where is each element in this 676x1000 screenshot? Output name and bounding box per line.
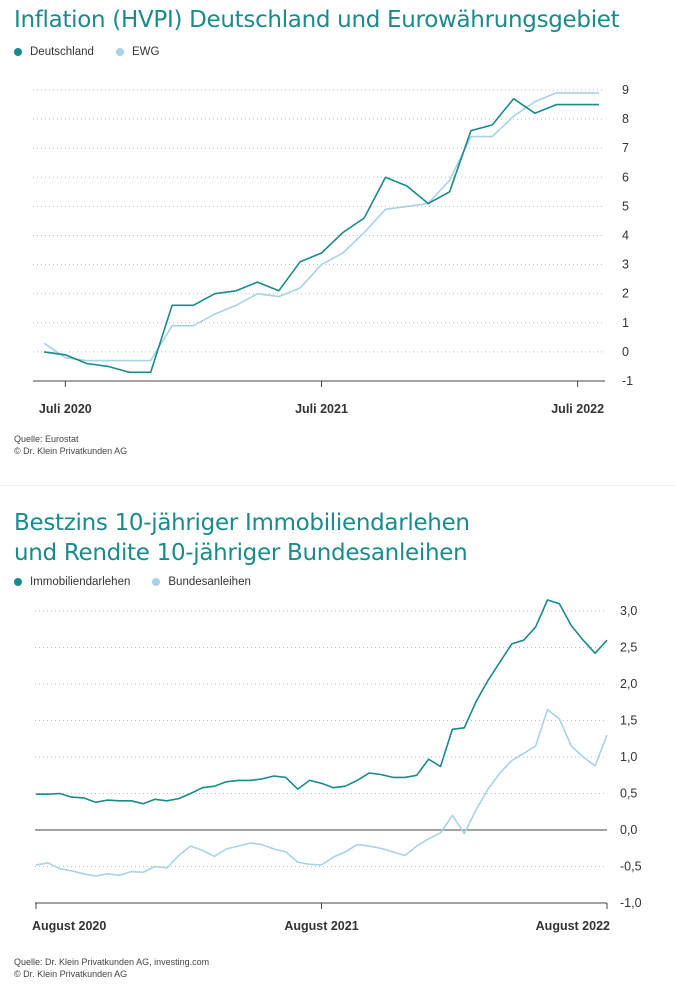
y-tick-label: -1: [622, 374, 633, 388]
chart2-title-line-1: Bestzins 10-jähriger Immobiliendarlehen: [14, 510, 470, 536]
y-tick-label: 1: [622, 316, 629, 330]
legend-label-ewg: EWG: [131, 46, 160, 58]
x-tick-label: August 2020: [32, 919, 106, 933]
y-tick-label: 9: [622, 83, 629, 97]
legend-marker-immobiliendarlehen: [14, 578, 22, 586]
y-tick-label: 2,5: [620, 641, 637, 655]
legend-item-immobiliendarlehen: Immobiliendarlehen: [14, 576, 130, 588]
legend-marker-bundesanleihen: [152, 578, 161, 586]
chart2-source: Quelle: Dr. Klein Privatkunden AG, inves…: [14, 956, 209, 980]
y-tick-label: 2,0: [620, 677, 637, 691]
y-tick-label: 3,0: [620, 604, 637, 618]
legend-label-bundesanleihen: Bundesanleihen: [168, 576, 251, 588]
y-tick-label: 2: [622, 287, 629, 301]
x-tick-label: August 2022: [536, 919, 610, 933]
legend-label-deutschland: Deutschland: [30, 46, 94, 58]
chart1-legend: Deutschland EWG: [14, 46, 159, 58]
interest-rate-chart: 3,0 2,5 2,0 1,5 1,0 0,5 0,0 -0,5 -1,0 August 2020…: [32, 599, 642, 933]
inflation-chart: 9 8 7 6 5 4 3 2 1 0 -1 Juli 2020 Juli 2021 Juli 2022: [33, 83, 633, 416]
y-tick-label: 7: [622, 141, 629, 155]
y-tick-label: 1,5: [620, 714, 637, 728]
legend-marker-ewg: [115, 48, 124, 56]
source-line: Quelle: Eurostat: [14, 434, 79, 444]
y-tick-label: 8: [622, 112, 629, 126]
legend-item-bundesanleihen: Bundesanleihen: [152, 576, 251, 588]
y-tick-label: 0,0: [620, 823, 637, 837]
legend-item-ewg: EWG: [115, 46, 160, 58]
y-tick-label: 5: [622, 199, 629, 213]
section-divider: [0, 485, 676, 486]
chart1-title: Inflation (HVPI) Deutschland und Eurowäh…: [14, 7, 620, 33]
x-tick-label: August 2021: [284, 919, 358, 933]
series-line-ewg: [43, 92, 599, 362]
chart2-title: Bestzins 10-jähriger Immobiliendarlehen …: [14, 508, 470, 568]
copyright-line: © Dr. Klein Privatkunden AG: [14, 969, 128, 979]
legend-item-deutschland: Deutschland: [14, 46, 94, 58]
y-tick-label: 4: [622, 229, 629, 243]
series-line-deutschland: [43, 97, 599, 374]
chart1-source: Quelle: Eurostat © Dr. Klein Privatkunde…: [14, 433, 127, 457]
x-tick-label: Juli 2021: [295, 402, 348, 416]
y-tick-label: 6: [622, 170, 629, 184]
legend-label-immobiliendarlehen: Immobiliendarlehen: [30, 576, 131, 588]
y-tick-label: 3: [622, 258, 629, 272]
chart2-legend: Immobiliendarlehen Bundesanleihen: [14, 576, 251, 588]
source-line: Quelle: Dr. Klein Privatkunden AG, inves…: [14, 957, 210, 967]
y-tick-label: -0,5: [620, 860, 642, 874]
y-tick-label: 1,0: [620, 750, 637, 764]
chart2-title-line-2: und Rendite 10-jähriger Bundesanleihen: [14, 540, 468, 566]
series-line-bundesanleihen: [35, 708, 608, 877]
series-line-immobiliendarlehen: [36, 599, 608, 805]
x-tick-label: Juli 2020: [39, 402, 92, 416]
y-tick-label: 0: [622, 345, 629, 359]
copyright-line: © Dr. Klein Privatkunden AG: [14, 446, 128, 456]
legend-marker-deutschland: [14, 48, 22, 56]
x-tick-label: Juli 2022: [551, 402, 604, 416]
y-tick-label: 0,5: [620, 787, 637, 801]
y-tick-label: -1,0: [620, 896, 642, 910]
